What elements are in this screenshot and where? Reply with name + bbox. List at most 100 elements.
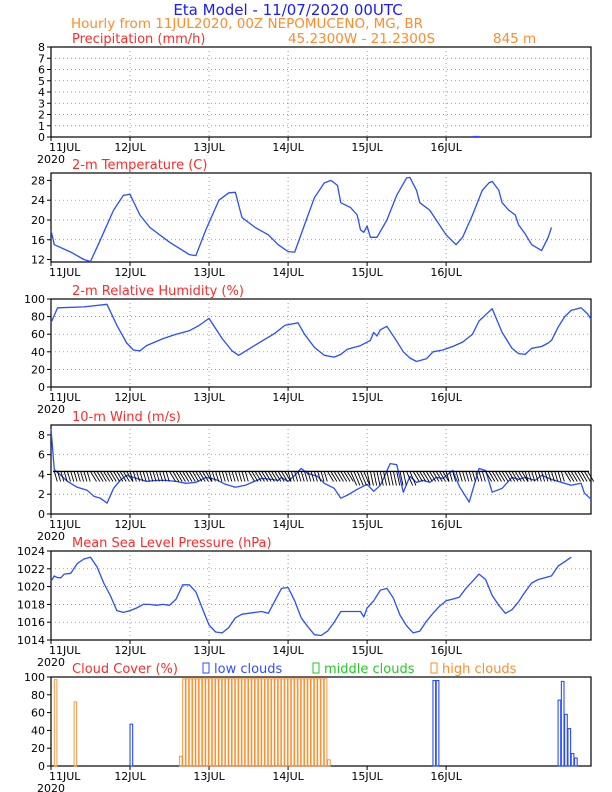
y-tick-label: 40 — [31, 724, 45, 737]
x-tick-label: 16JUL — [430, 266, 462, 279]
y-tick-label: 0 — [38, 131, 45, 144]
high-cloud-bar — [317, 678, 321, 767]
low-clouds-legend-label: low clouds — [214, 662, 283, 677]
wind-barb — [251, 471, 259, 482]
plot-frame — [50, 424, 592, 515]
high-cloud-bar — [221, 678, 226, 767]
wind-barb — [129, 471, 134, 482]
high-cloud-bar — [182, 678, 186, 767]
wind-barb — [63, 471, 68, 482]
high-cloud-bar — [257, 678, 262, 767]
wind-barb — [211, 471, 216, 482]
wind-barb — [531, 471, 536, 482]
wind-barb — [327, 471, 334, 482]
x-tick-label: 16JUL — [430, 391, 462, 404]
x-tick-label: 13JUL — [193, 391, 225, 404]
wind-barb — [103, 471, 111, 482]
plot-frame — [50, 550, 592, 641]
wind-barb — [73, 471, 78, 482]
wind-barb — [402, 471, 407, 486]
wind-barb — [139, 471, 144, 482]
series-line — [50, 428, 592, 504]
wind-barb — [584, 471, 591, 482]
wind-barb — [547, 471, 552, 482]
low-cloud-bar — [573, 757, 578, 767]
y-tick-label: 4 — [38, 86, 45, 99]
wind-barb — [113, 471, 120, 482]
high-cloud-bar — [202, 678, 206, 767]
y-tick-label: 1 — [38, 120, 45, 133]
x-tick-label: 14JUL — [272, 644, 304, 657]
wind-barb — [192, 471, 199, 482]
wind-barb — [132, 471, 137, 482]
high-cloud-bar — [327, 759, 331, 767]
x-tick-label: 12JUL — [114, 770, 146, 783]
panel-title: 10-m Wind (m/s) — [72, 410, 181, 425]
x-tick-label: 12JUL — [114, 518, 146, 531]
wind-barb — [442, 471, 450, 482]
location-coordinates: 45.2300W - 21.2300S — [288, 31, 435, 47]
wind-barb — [142, 471, 147, 482]
wind-barb — [228, 471, 233, 482]
x-tick-label: 14JUL — [272, 770, 304, 783]
low-clouds-legend-swatch — [202, 662, 210, 674]
wind-barb — [290, 471, 295, 482]
y-tick-label: 20 — [31, 214, 45, 227]
x-tick-label: 12JUL — [114, 391, 146, 404]
precip-bar — [475, 135, 480, 137]
x-tick-label: 16JUL — [430, 518, 462, 531]
y-tick-label: 0 — [38, 760, 45, 773]
x-year-label: 2020 — [37, 403, 65, 416]
x-year-label: 2020 — [37, 782, 65, 792]
x-tick-label: 13JUL — [193, 644, 225, 657]
wind-barb — [498, 471, 506, 482]
wind-barb — [386, 471, 391, 486]
wind-barb — [126, 471, 134, 482]
x-tick-label: 14JUL — [272, 266, 304, 279]
high-cloud-bar — [178, 755, 183, 767]
wind-barb — [330, 471, 338, 482]
series-line — [50, 303, 592, 363]
high-cloud-bar — [307, 678, 311, 767]
x-year-label: 2020 — [37, 656, 65, 669]
wind-barb — [495, 471, 502, 482]
wind-barb — [534, 471, 539, 482]
wind-barb — [287, 471, 292, 482]
y-tick-label: 4 — [38, 468, 45, 481]
high-cloud-bar — [238, 678, 242, 767]
wind-barb — [416, 471, 423, 482]
wind-barb — [313, 471, 318, 482]
high-cloud-bar — [261, 678, 265, 767]
y-tick-label: 12 — [31, 254, 45, 267]
high-cloud-bar — [277, 678, 282, 767]
wind-barb — [234, 471, 239, 482]
wind-barb — [528, 471, 532, 482]
wind-barb — [518, 471, 525, 482]
low-cloud-bar — [567, 728, 572, 767]
wind-barb — [570, 471, 578, 482]
high-cloud-bar — [267, 678, 272, 767]
y-tick-label: 6 — [38, 64, 45, 77]
high-cloud-bar — [254, 678, 259, 767]
chart-title: Eta Model - 11/07/2020 00UTC — [173, 1, 402, 19]
high-cloud-bar — [284, 678, 288, 767]
wind-barb — [399, 471, 404, 486]
y-tick-label: 60 — [31, 328, 45, 341]
forecast-subtitle: Hourly from 11JUL2020, 00Z NEPOMUCENO, M… — [71, 16, 423, 32]
wind-barb — [478, 471, 483, 482]
wind-barb — [577, 471, 585, 482]
wind-barb — [53, 471, 58, 482]
wind-barb — [475, 471, 480, 482]
plot-frame — [50, 172, 592, 263]
x-tick-label: 15JUL — [351, 266, 383, 279]
wind-barb — [406, 471, 414, 486]
high-cloud-bar — [195, 678, 199, 767]
wind-barb — [264, 471, 272, 482]
high-cloud-bar — [310, 678, 315, 767]
y-tick-label: 1024 — [17, 545, 45, 558]
wind-barb — [267, 471, 275, 482]
wind-barb — [297, 471, 302, 482]
y-tick-label: 2 — [38, 109, 45, 122]
wind-barb — [501, 471, 509, 482]
x-tick-label: 14JUL — [272, 141, 304, 154]
